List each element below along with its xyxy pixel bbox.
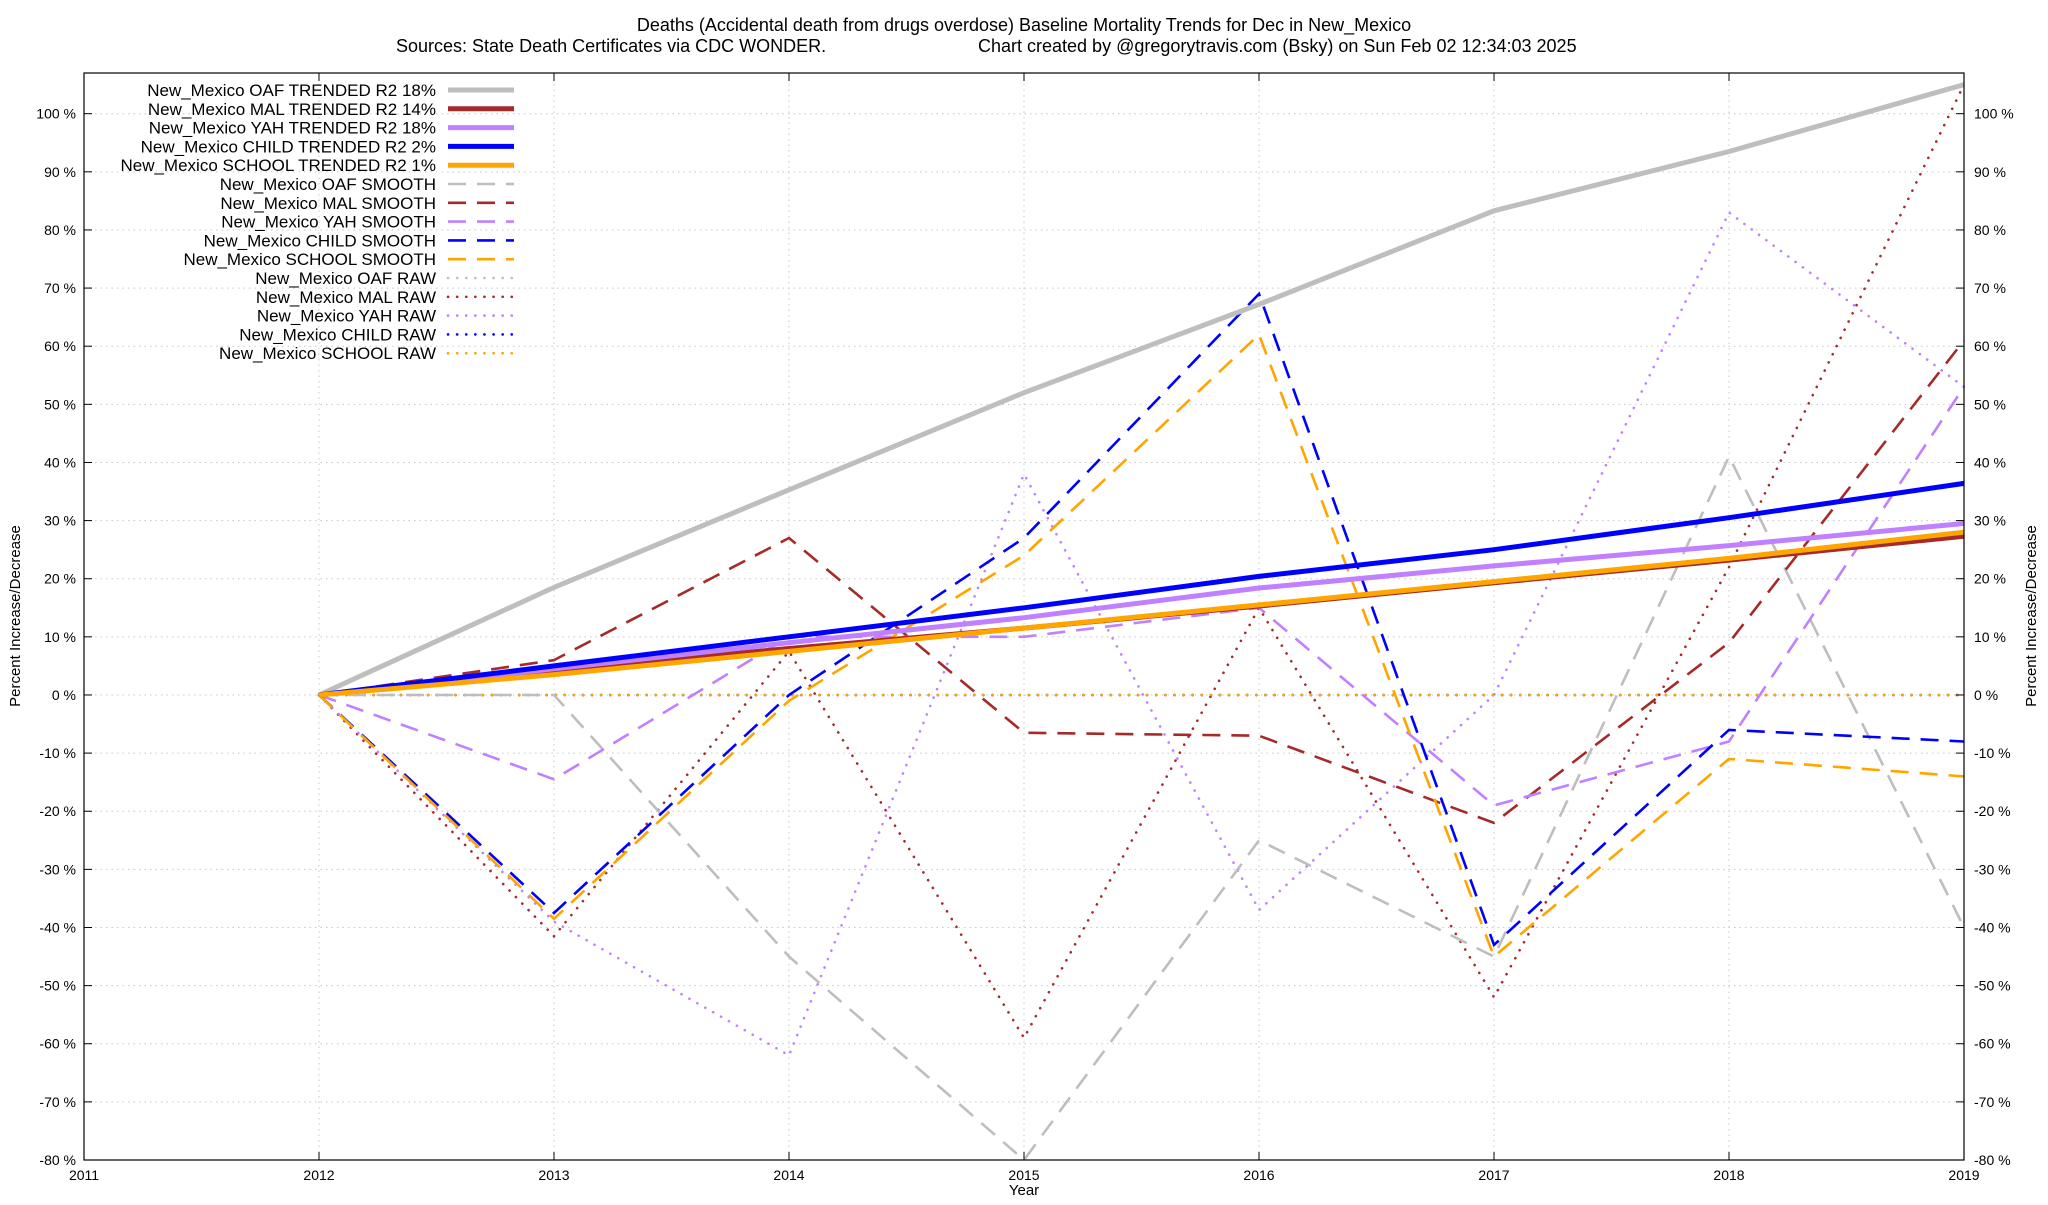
y-tick-label-right: -80 % bbox=[1974, 1152, 2011, 1168]
legend-label: New_Mexico YAH TRENDED R2 18% bbox=[149, 119, 436, 138]
y-tick-label-left: 30 % bbox=[44, 513, 76, 529]
legend-label: New_Mexico YAH RAW bbox=[257, 307, 436, 326]
x-tick-label: 2012 bbox=[303, 1167, 334, 1183]
series-line-school-smooth bbox=[318, 332, 1965, 959]
y-tick-label-right: 90 % bbox=[1974, 164, 2006, 180]
y-tick-label-left: -70 % bbox=[39, 1094, 76, 1110]
y-tick-label-right: 20 % bbox=[1974, 571, 2006, 587]
x-tick-label: 2014 bbox=[773, 1167, 804, 1183]
y-tick-label-left: -20 % bbox=[39, 803, 76, 819]
chart-title: Deaths (Accidental death from drugs over… bbox=[637, 15, 1411, 36]
legend-label: New_Mexico CHILD SMOOTH bbox=[204, 231, 436, 250]
y-tick-label-left: -10 % bbox=[39, 745, 76, 761]
y-tick-label-right: 0 % bbox=[1974, 687, 1998, 703]
y-tick-label-right: 30 % bbox=[1974, 513, 2006, 529]
y-tick-label-left: 80 % bbox=[44, 222, 76, 238]
legend-label: New_Mexico SCHOOL RAW bbox=[219, 344, 436, 363]
series-line-oaf-trended bbox=[317, 82, 1965, 698]
y-tick-label-left: 50 % bbox=[44, 396, 76, 412]
y-tick-label-right: 70 % bbox=[1974, 280, 2006, 296]
y-tick-label-left: 10 % bbox=[44, 629, 76, 645]
series-line-yah-trended bbox=[318, 521, 1965, 698]
y-tick-label-right: -50 % bbox=[1974, 978, 2011, 994]
legend-label: New_Mexico CHILD RAW bbox=[239, 325, 436, 344]
y-tick-label-right: 50 % bbox=[1974, 396, 2006, 412]
legend-label: New_Mexico SCHOOL TRENDED R2 1% bbox=[120, 156, 436, 175]
y-tick-label-left: -50 % bbox=[39, 978, 76, 994]
y-tick-label-right: 10 % bbox=[1974, 629, 2006, 645]
y-tick-label-left: -30 % bbox=[39, 861, 76, 877]
y-tick-label-right: -40 % bbox=[1974, 919, 2011, 935]
axes: -80 % -80 % -70 % -70 % -60 % -60 % -50 % -50 %… bbox=[36, 73, 2014, 1183]
x-tick-label: 2016 bbox=[1243, 1167, 1274, 1183]
legend: New_Mexico OAF TRENDED R2 18%New_Mexico … bbox=[120, 81, 516, 363]
y-tick-label-right: -70 % bbox=[1974, 1094, 2011, 1110]
x-tick-label: 2013 bbox=[538, 1167, 569, 1183]
y-tick-label-left: -40 % bbox=[39, 919, 76, 935]
x-tick-label: 2011 bbox=[69, 1167, 99, 1183]
legend-label: New_Mexico YAH SMOOTH bbox=[221, 213, 436, 232]
y-tick-label-right: 80 % bbox=[1974, 222, 2006, 238]
chart-subtitle-right: Chart created by @gregorytravis.com (Bsk… bbox=[978, 36, 1577, 56]
legend-label: New_Mexico OAF SMOOTH bbox=[220, 175, 436, 194]
y-tick-label-left: 100 % bbox=[36, 106, 76, 122]
y-tick-label-right: -30 % bbox=[1974, 861, 2011, 877]
y-tick-label-left: 40 % bbox=[44, 454, 76, 470]
y-tick-label-right: -20 % bbox=[1974, 803, 2011, 819]
series-line-yah-raw bbox=[317, 210, 1966, 1058]
legend-label: New_Mexico OAF TRENDED R2 18% bbox=[147, 81, 436, 100]
legend-label: New_Mexico CHILD TRENDED R2 2% bbox=[141, 137, 436, 156]
x-tick-label: 2017 bbox=[1478, 1167, 1509, 1183]
series-line-school-trended bbox=[318, 529, 1965, 698]
x-tick-label: 2018 bbox=[1713, 1167, 1744, 1183]
series-line-child-smooth bbox=[318, 291, 1965, 948]
series-line-child-trended bbox=[318, 480, 1965, 698]
y-tick-label-right: -10 % bbox=[1974, 745, 2011, 761]
y-tick-label-left: 20 % bbox=[44, 571, 76, 587]
y-tick-label-left: -60 % bbox=[39, 1036, 76, 1052]
legend-label: New_Mexico MAL RAW bbox=[256, 288, 436, 307]
y-tick-label-left: 0 % bbox=[52, 687, 76, 703]
chart-subtitle-left: Sources: State Death Certificates via CD… bbox=[396, 36, 826, 56]
legend-label: New_Mexico OAF RAW bbox=[255, 269, 436, 288]
y-tick-label-right: -60 % bbox=[1974, 1036, 2011, 1052]
y-tick-label-left: 60 % bbox=[44, 338, 76, 354]
legend-label: New_Mexico MAL TRENDED R2 14% bbox=[148, 100, 436, 119]
y-tick-label-left: 90 % bbox=[44, 164, 76, 180]
y-axis-label-right: Percent Increase/Decrease bbox=[2023, 525, 2040, 707]
series-line-mal-smooth bbox=[318, 339, 1966, 825]
legend-label: New_Mexico SCHOOL SMOOTH bbox=[183, 250, 436, 269]
y-tick-label-right: 100 % bbox=[1974, 106, 2014, 122]
y-tick-label-right: 40 % bbox=[1974, 454, 2006, 470]
y-tick-label-right: 60 % bbox=[1974, 338, 2006, 354]
y-axis-label-left: Percent Increase/Decrease bbox=[7, 525, 24, 707]
y-tick-label-left: 70 % bbox=[44, 280, 76, 296]
y-tick-label-left: -80 % bbox=[39, 1152, 76, 1168]
series-line-mal-raw bbox=[317, 83, 1966, 1041]
series-lines bbox=[317, 82, 1966, 1162]
legend-label: New_Mexico MAL SMOOTH bbox=[220, 194, 436, 213]
series-line-oaf-smooth bbox=[319, 453, 1966, 1162]
x-axis-label: Year bbox=[1009, 1182, 1039, 1199]
x-tick-label: 2019 bbox=[1948, 1167, 1979, 1183]
series-line-yah-smooth bbox=[318, 386, 1966, 807]
x-tick-label: 2015 bbox=[1008, 1167, 1039, 1183]
